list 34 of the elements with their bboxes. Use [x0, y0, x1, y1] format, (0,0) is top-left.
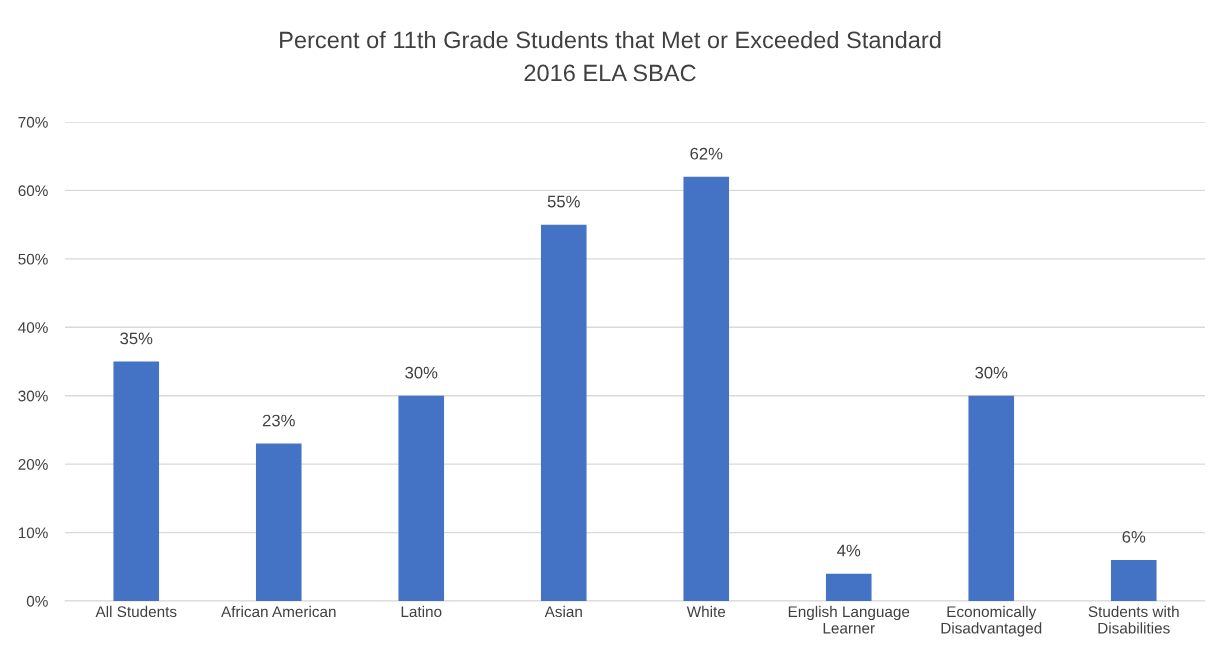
- data-label: 35%: [120, 332, 153, 345]
- x-tick-label: White: [686, 605, 726, 618]
- data-label: 55%: [547, 195, 580, 208]
- bar: [398, 395, 445, 601]
- data-label: 30%: [975, 366, 1008, 379]
- x-tick-label: Latino: [401, 605, 442, 618]
- bar: [968, 395, 1015, 601]
- x-tick-label: African American: [221, 605, 336, 618]
- bar: [825, 573, 872, 601]
- data-label: 23%: [262, 414, 295, 427]
- y-tick-label: 20%: [18, 459, 48, 470]
- bar: [540, 224, 587, 601]
- x-tick-label: Asian: [544, 605, 582, 618]
- data-label: 30%: [405, 366, 438, 379]
- x-tick-label: Students with Disabilities: [1088, 605, 1179, 634]
- x-tick-label: English Language Learner: [788, 605, 910, 634]
- y-tick-label: 30%: [18, 390, 48, 402]
- y-tick-label: 50%: [18, 253, 48, 265]
- data-label: 62%: [690, 147, 723, 160]
- y-tick-label: 70%: [18, 116, 48, 128]
- y-tick-label: 60%: [18, 185, 48, 197]
- x-tick-label: Economically Disadvantaged: [941, 605, 1042, 637]
- y-tick-label: 10%: [18, 527, 48, 539]
- data-label: 4%: [837, 544, 861, 557]
- bar: [255, 443, 302, 601]
- y-tick-label: 0%: [26, 595, 48, 607]
- bar: [1110, 559, 1157, 601]
- chart-title: Percent of 11th Grade Students that Met or Exceeded Standard: [280, 31, 941, 49]
- bar: [683, 176, 730, 601]
- y-tick-label: 40%: [18, 322, 48, 333]
- bar: [113, 361, 160, 601]
- chart-subtitle: 2016 ELA SBAC: [524, 64, 696, 82]
- data-label: 6%: [1122, 530, 1146, 543]
- x-tick-label: All Students: [95, 605, 177, 618]
